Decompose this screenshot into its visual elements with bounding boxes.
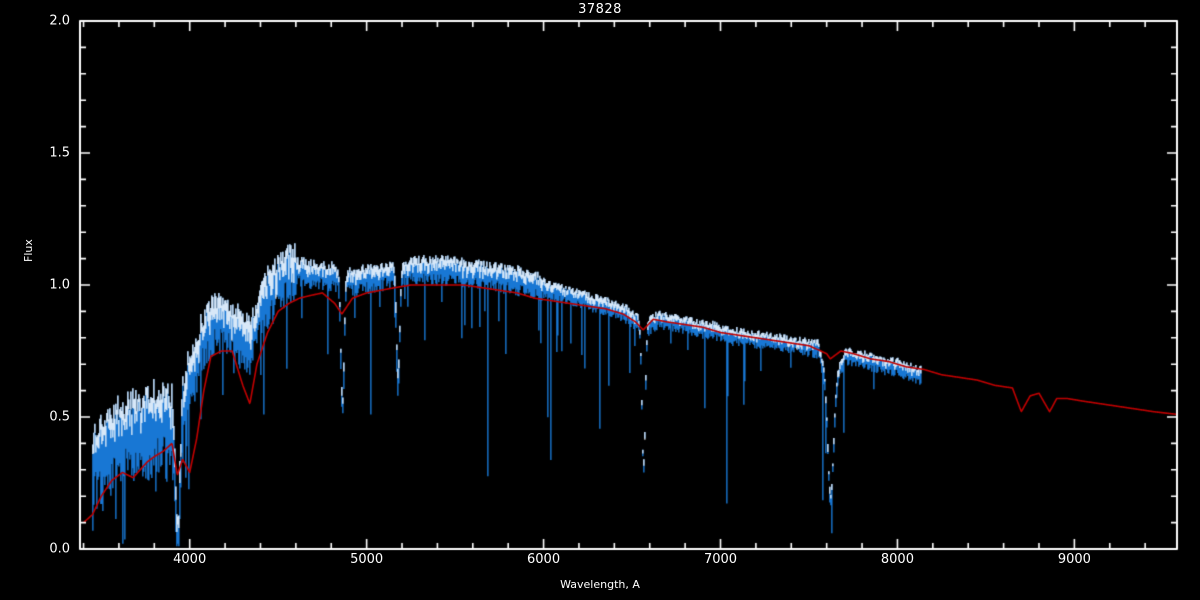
- spectrum-plot-figure: 37828 Wavelength, A Flux 4000 5000 6000 700…: [0, 0, 1200, 600]
- spectrum-plot-canvas: [0, 0, 1200, 600]
